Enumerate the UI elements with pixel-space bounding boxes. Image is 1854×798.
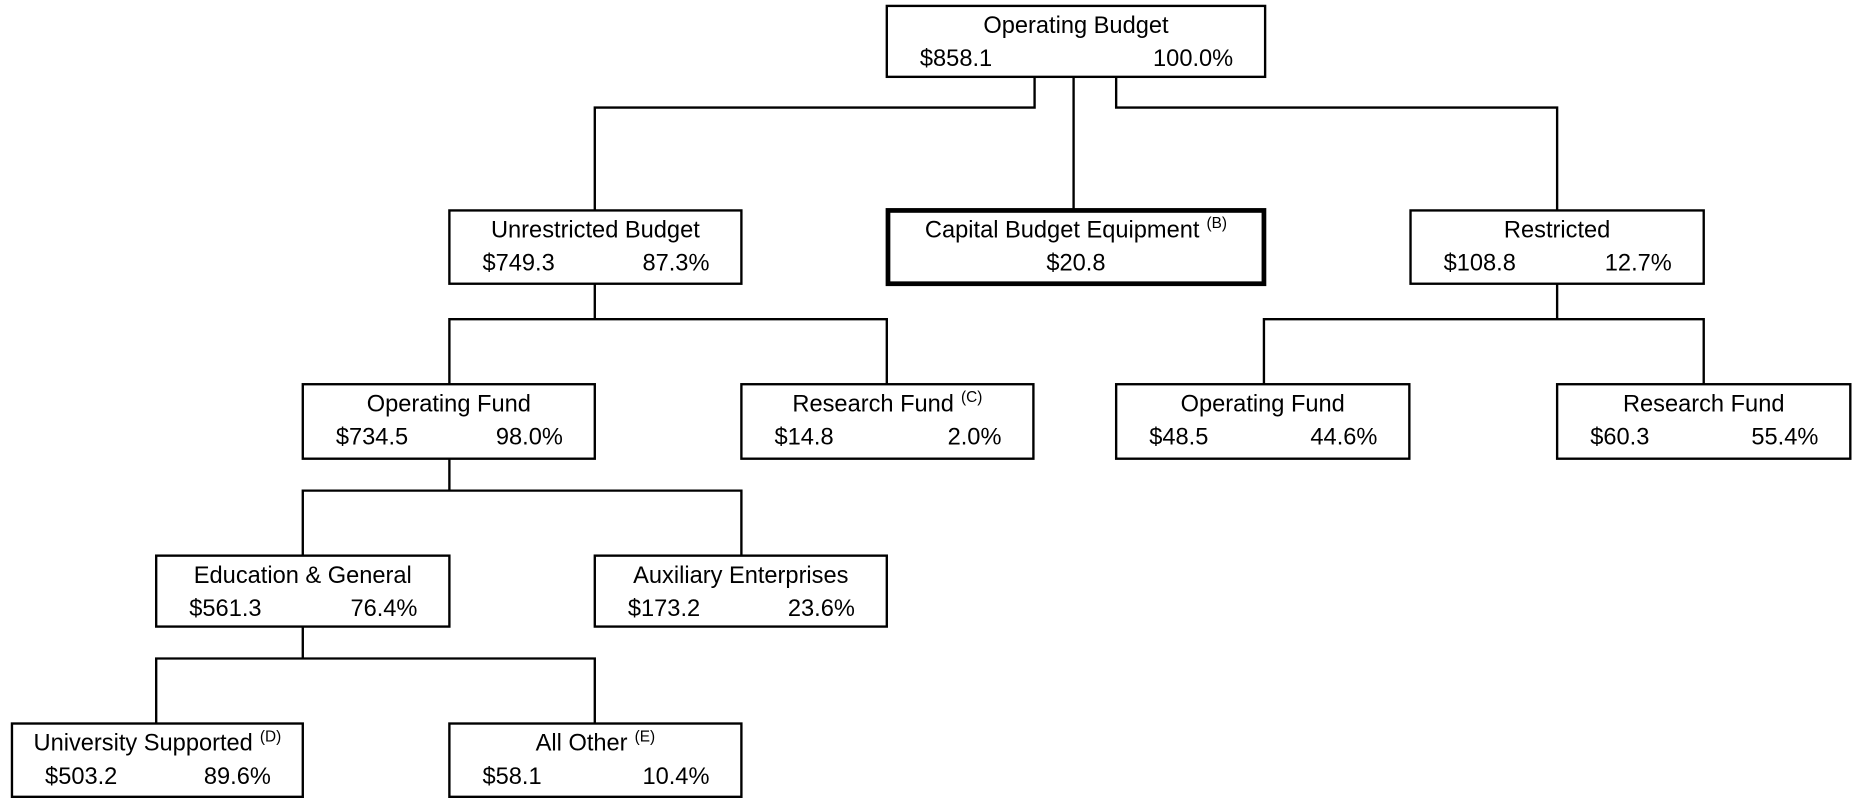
box xyxy=(155,554,451,628)
node-title: Operating Budget xyxy=(983,13,1169,39)
node-title: Research Fund (C) xyxy=(792,389,982,417)
title-text: Research Fund xyxy=(792,391,954,417)
percent: 12.7% xyxy=(1605,251,1672,277)
title-text: Education & General xyxy=(194,563,412,589)
box xyxy=(593,554,888,628)
percent: 10.4% xyxy=(642,764,709,790)
amount: $858.1 xyxy=(920,46,992,72)
amount: $20.8 xyxy=(1046,251,1105,277)
amount: $58.1 xyxy=(482,764,541,790)
title-text: Unrestricted Budget xyxy=(491,218,700,244)
box xyxy=(301,383,596,460)
amount: $561.3 xyxy=(189,596,261,622)
node-title: Auxiliary Enterprises xyxy=(633,563,848,589)
connectors xyxy=(155,76,1705,724)
title-text: Research Fund xyxy=(1623,391,1785,417)
box xyxy=(885,208,1267,287)
connector xyxy=(1114,76,1559,211)
node-title: Capital Budget Equipment (B) xyxy=(925,215,1227,243)
connector xyxy=(301,489,743,556)
amount: $503.2 xyxy=(45,764,117,790)
percent: 76.4% xyxy=(350,596,417,622)
node-box: Research Fund (C) $14.8 2.0% xyxy=(740,383,1035,460)
percent: 98.0% xyxy=(496,425,563,451)
box xyxy=(1114,383,1411,460)
percent: 55.4% xyxy=(1751,425,1818,451)
node-box: Unrestricted Budget $749.3 87.3% xyxy=(448,209,743,285)
amount: $108.8 xyxy=(1444,251,1516,277)
amount: $173.2 xyxy=(628,596,700,622)
box xyxy=(1409,209,1705,285)
connector xyxy=(448,318,888,385)
node-box: Research Fund $60.3 55.4% xyxy=(1555,383,1852,460)
box xyxy=(448,722,743,798)
node-box: Capital Budget Equipment (B) $20.8 xyxy=(885,208,1267,287)
title-text: University Supported xyxy=(34,731,253,757)
node-box: Operating Fund $48.5 44.6% xyxy=(1114,383,1411,460)
title-text: Operating Fund xyxy=(1181,391,1345,417)
connector xyxy=(593,76,1036,211)
node-title: Unrestricted Budget xyxy=(491,218,700,244)
connector xyxy=(155,657,596,724)
title-text: All Other xyxy=(536,731,628,757)
node-title: Education & General xyxy=(194,563,412,589)
percent: 44.6% xyxy=(1310,425,1377,451)
amount: $749.3 xyxy=(482,251,554,277)
footnote-mark: (C) xyxy=(961,389,982,406)
node-box: University Supported (D) $503.2 89.6% xyxy=(10,722,304,798)
amount: $60.3 xyxy=(1590,425,1649,451)
title-text: Operating Budget xyxy=(983,13,1169,39)
node-box: Restricted $108.8 12.7% xyxy=(1409,209,1705,285)
amount: $14.8 xyxy=(774,425,833,451)
box xyxy=(1555,383,1852,460)
node-title: Restricted xyxy=(1504,218,1610,244)
title-text: Auxiliary Enterprises xyxy=(633,563,848,589)
amount: $734.5 xyxy=(336,425,408,451)
node-title: Operating Fund xyxy=(1181,391,1345,417)
node-box: All Other (E) $58.1 10.4% xyxy=(448,722,743,798)
percent: 2.0% xyxy=(948,425,1002,451)
box xyxy=(740,383,1035,460)
node-title: University Supported (D) xyxy=(34,728,282,756)
node-box: Education & General $561.3 76.4% xyxy=(155,554,451,628)
footnote-mark: (E) xyxy=(635,728,655,745)
node-title: All Other (E) xyxy=(536,728,655,756)
title-text: Operating Fund xyxy=(367,391,531,417)
node-title: Operating Fund xyxy=(367,391,531,417)
box xyxy=(448,209,743,285)
footnote-mark: (D) xyxy=(260,728,281,745)
connector xyxy=(1262,318,1705,385)
node-box: Operating Fund $734.5 98.0% xyxy=(301,383,596,460)
percent: 23.6% xyxy=(788,596,855,622)
percent: 100.0% xyxy=(1153,46,1233,72)
box xyxy=(10,722,304,798)
box xyxy=(885,4,1267,79)
title-text: Restricted xyxy=(1504,218,1610,244)
node-box: Auxiliary Enterprises $173.2 23.6% xyxy=(593,554,888,628)
node-box: Operating Budget $858.1 100.0% xyxy=(885,4,1267,79)
percent: 89.6% xyxy=(204,764,271,790)
footnote-mark: (B) xyxy=(1207,215,1227,232)
percent: 87.3% xyxy=(642,251,709,277)
node-title: Research Fund xyxy=(1623,391,1785,417)
amount: $48.5 xyxy=(1149,425,1208,451)
title-text: Capital Budget Equipment xyxy=(925,218,1200,244)
